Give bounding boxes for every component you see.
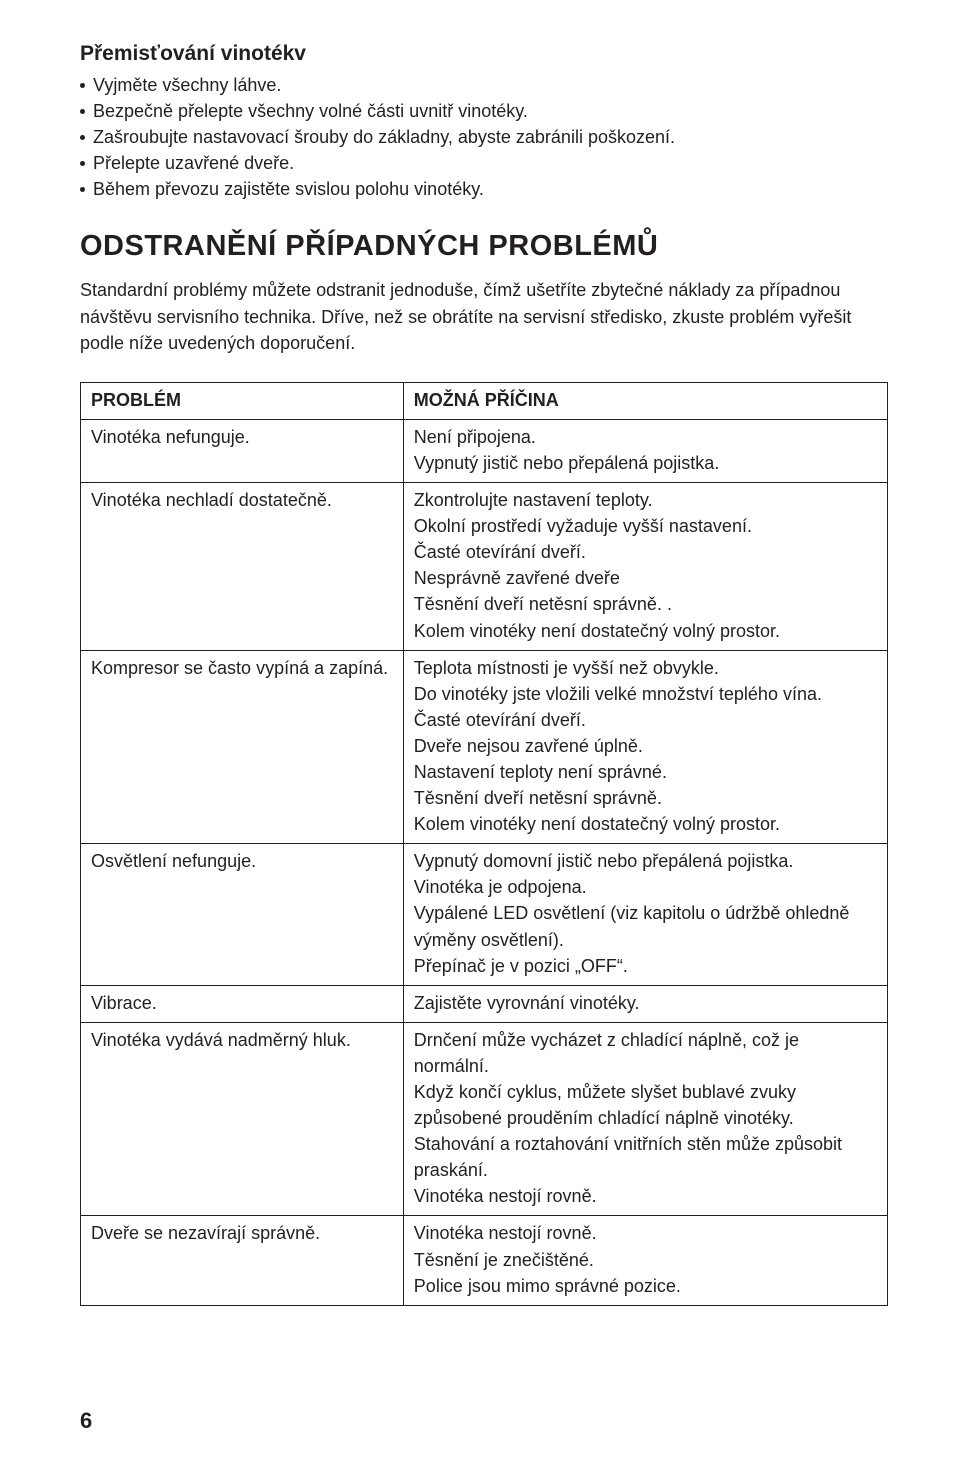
cause-line: Vypálené LED osvětlení (viz kapitolu o ú… [414,900,877,952]
table-row: Vinotéka nechladí dostatečně.Zkontrolujt… [81,483,888,651]
cause-line: Zajistěte vyrovnání vinotéky. [414,990,877,1016]
cause-line: Není připojena. [414,424,877,450]
cause-cell: Drnčení může vycházet z chladící náplně,… [403,1022,887,1216]
cause-line: Časté otevírání dveří. [414,707,877,733]
problem-cell: Vinotéka nefunguje. [81,419,404,482]
troubleshoot-intro: Standardní problémy můžete odstranit jed… [80,277,888,355]
cause-line: Vypnutý jistič nebo přepálená pojistka. [414,450,877,476]
table-row: Kompresor se často vypíná a zapíná.Teplo… [81,650,888,844]
cause-line: Přepínač je v pozici „OFF“. [414,953,877,979]
cause-cell: Vinotéka nestojí rovně.Těsnění je znečiš… [403,1216,887,1305]
bullet-item: Během převozu zajistěte svislou polohu v… [80,176,888,202]
cause-line: Nastavení teploty není správné. [414,759,877,785]
cause-line: Kolem vinotéky není dostatečný volný pro… [414,618,877,644]
problem-cell: Dveře se nezavírají správně. [81,1216,404,1305]
table-header-row: PROBLÉM MOŽNÁ PŘÍČINA [81,382,888,419]
cause-line: Těsnění je znečištěné. [414,1247,877,1273]
cause-line: Když končí cyklus, můžete slyšet bublavé… [414,1079,877,1131]
cause-line: Stahování a roztahování vnitřních stěn m… [414,1131,877,1183]
cause-line: Vinotéka je odpojena. [414,874,877,900]
cause-line: Police jsou mimo správné pozice. [414,1273,877,1299]
table-row: Dveře se nezavírají správně.Vinotéka nes… [81,1216,888,1305]
bullet-text: Během převozu zajistěte svislou polohu v… [93,176,484,202]
bullet-dot-icon [80,109,85,114]
table-row: Vibrace. Zajistěte vyrovnání vinotéky. [81,985,888,1022]
problem-cell: Vinotéka vydává nadměrný hluk. [81,1022,404,1216]
table-row: Osvětlení nefunguje. Vypnutý domovní jist… [81,844,888,985]
cause-line: Vinotéka nestojí rovně. [414,1183,877,1209]
bullet-item: Vyjměte všechny láhve. [80,72,888,98]
troubleshoot-table: PROBLÉM MOŽNÁ PŘÍČINA Vinotéka nefunguje… [80,382,888,1306]
problem-cell: Vibrace. [81,985,404,1022]
table-header-problem: PROBLÉM [81,382,404,419]
bullet-dot-icon [80,135,85,140]
bullet-item: Bezpečně přelepte všechny volné části uv… [80,98,888,124]
cause-line: Do vinotéky jste vložili velké množství … [414,681,877,707]
page-number: 6 [80,1408,92,1434]
problem-cell: Kompresor se často vypíná a zapíná. [81,650,404,844]
table-header-cause: MOŽNÁ PŘÍČINA [403,382,887,419]
cause-cell: Není připojena.Vypnutý jistič nebo přepá… [403,419,887,482]
cause-line: Časté otevírání dveří. [414,539,877,565]
cause-cell: Zkontrolujte nastavení teploty.Okolní pr… [403,483,887,651]
table-body: Vinotéka nefunguje.Není připojena.Vypnut… [81,419,888,1305]
moving-bullet-list: Vyjměte všechny láhve.Bezpečně přelepte … [80,72,888,202]
bullet-text: Bezpečně přelepte všechny volné části uv… [93,98,528,124]
troubleshoot-heading: ODSTRANĚNÍ PŘÍPADNÝCH PROBLÉMŮ [80,230,888,263]
cause-cell: Zajistěte vyrovnání vinotéky. [403,985,887,1022]
bullet-text: Vyjměte všechny láhve. [93,72,281,98]
cause-line: Těsnění dveří netěsní správně. . [414,591,877,617]
cause-line: Zkontrolujte nastavení teploty. [414,487,877,513]
moving-section-title: Přemisťování vinotékv [80,42,888,66]
cause-line: Těsnění dveří netěsní správně. [414,785,877,811]
bullet-item: Přelepte uzavřené dveře. [80,150,888,176]
cause-cell: Vypnutý domovní jistič nebo přepálená po… [403,844,887,985]
cause-line: Drnčení může vycházet z chladící náplně,… [414,1027,877,1079]
cause-line: Dveře nejsou zavřené úplně. [414,733,877,759]
cause-cell: Teplota místnosti je vyšší než obvykle.D… [403,650,887,844]
table-row: Vinotéka vydává nadměrný hluk.Drnčení mů… [81,1022,888,1216]
bullet-dot-icon [80,83,85,88]
cause-line: Vinotéka nestojí rovně. [414,1220,877,1246]
bullet-text: Přelepte uzavřené dveře. [93,150,294,176]
table-row: Vinotéka nefunguje.Není připojena.Vypnut… [81,419,888,482]
cause-line: Nesprávně zavřené dveře [414,565,877,591]
bullet-dot-icon [80,161,85,166]
cause-line: Okolní prostředí vyžaduje vyšší nastaven… [414,513,877,539]
bullet-text: Zašroubujte nastavovací šrouby do základ… [93,124,675,150]
problem-cell: Osvětlení nefunguje. [81,844,404,985]
cause-line: Kolem vinotéky není dostatečný volný pro… [414,811,877,837]
bullet-dot-icon [80,187,85,192]
cause-line: Vypnutý domovní jistič nebo přepálená po… [414,848,877,874]
problem-cell: Vinotéka nechladí dostatečně. [81,483,404,651]
cause-line: Teplota místnosti je vyšší než obvykle. [414,655,877,681]
bullet-item: Zašroubujte nastavovací šrouby do základ… [80,124,888,150]
